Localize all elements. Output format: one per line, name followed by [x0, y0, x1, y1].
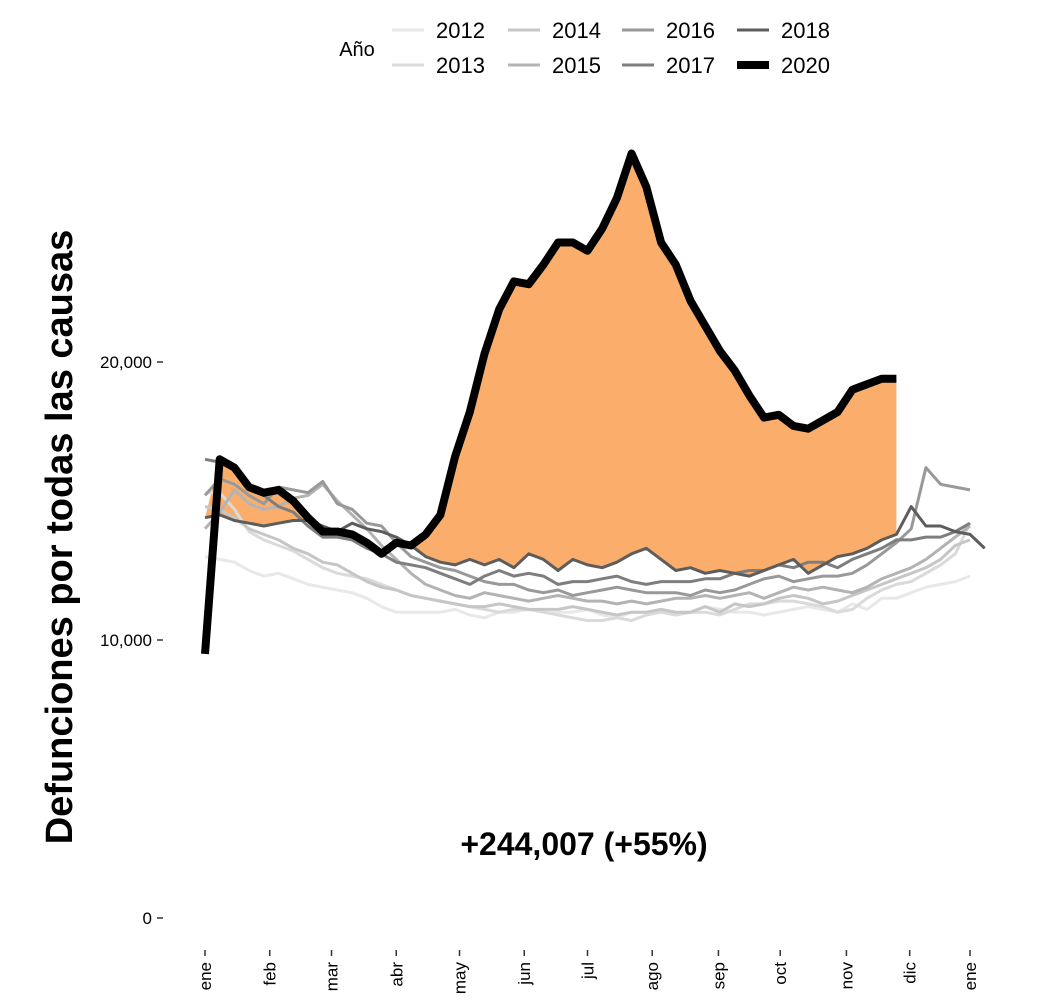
y-tick-label: 10,000 [100, 631, 152, 650]
x-tick-label: ene [961, 962, 980, 990]
legend-label-2014: 2014 [552, 18, 601, 43]
legend-label-2013: 2013 [436, 53, 485, 78]
axes-layer: 0 10,000 20,000 ene feb mar abr may jun jul ago sep… [100, 353, 980, 994]
series-line-2016 [203, 466, 971, 597]
legend: Año 2012 2013 2014 2015 2016 2017 2018 2020 [339, 18, 830, 78]
excess-area-layer [205, 153, 897, 577]
series-line-2020 [201, 149, 897, 655]
legend-label-2016: 2016 [666, 18, 715, 43]
series-line-2014 [204, 505, 971, 617]
legend-label-2020: 2020 [781, 53, 830, 78]
y-tick-label: 0 [143, 909, 152, 928]
y-axis-label: Defunciones por todas las causas [39, 230, 81, 845]
x-tick-label: oct [771, 962, 790, 985]
x-tick-label: mar [323, 962, 342, 992]
x-tick-label: nov [837, 962, 856, 990]
y-tick-label: 20,000 [100, 353, 152, 372]
x-tick-label: sep [709, 962, 728, 989]
x-tick-label: jul [579, 962, 598, 980]
legend-label-2012: 2012 [436, 18, 485, 43]
legend-label-2018: 2018 [781, 18, 830, 43]
legend-label-2017: 2017 [666, 53, 715, 78]
legend-title: Año [339, 39, 375, 61]
series-line-2017 [204, 457, 971, 586]
x-tick-label: jun [515, 962, 534, 986]
excess-area [205, 153, 897, 577]
x-tick-label: feb [261, 962, 280, 986]
x-tick-label: abr [387, 962, 406, 987]
x-tick-label: dic [901, 962, 920, 984]
series-line-2013 [205, 491, 972, 622]
x-tick-label: may [451, 962, 470, 995]
excess-annotation: +244,007 (+55%) [460, 826, 707, 862]
legend-label-2015: 2015 [552, 53, 601, 78]
series-lines-layer [201, 149, 986, 655]
x-tick-label: ago [643, 962, 662, 990]
x-tick-label: ene [196, 962, 215, 990]
